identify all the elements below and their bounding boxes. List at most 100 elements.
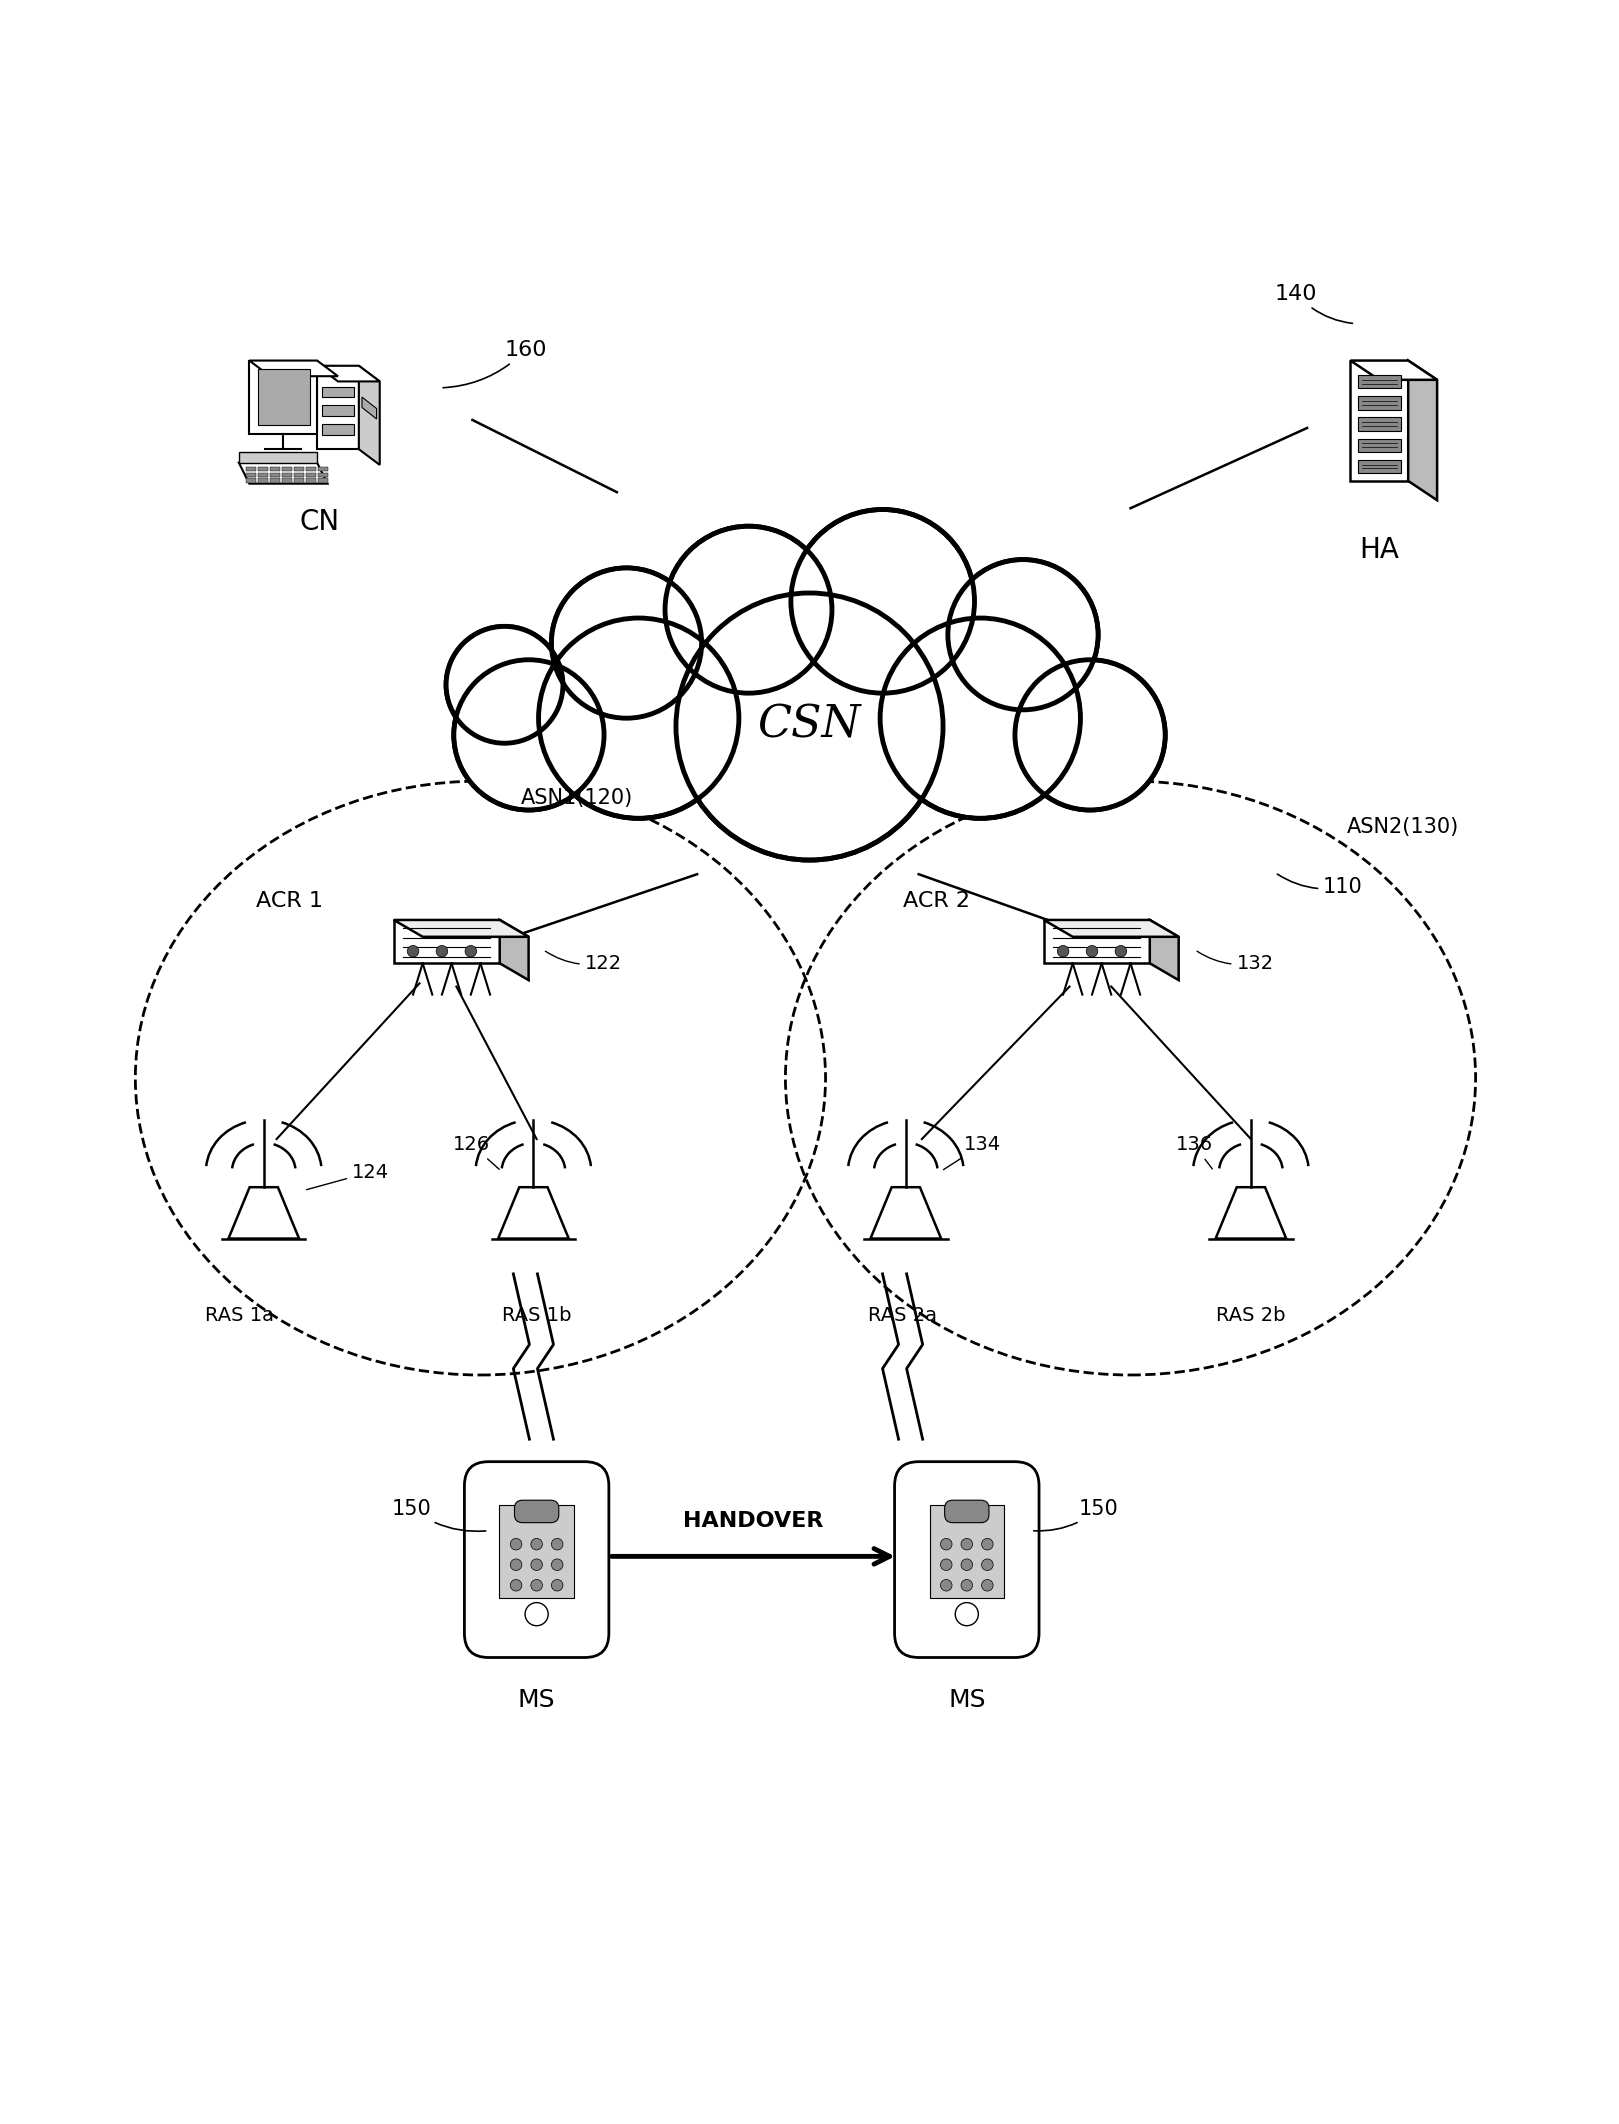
FancyBboxPatch shape xyxy=(499,1506,573,1597)
Polygon shape xyxy=(240,463,327,484)
Text: RAS 1b: RAS 1b xyxy=(502,1306,572,1325)
Circle shape xyxy=(680,597,939,856)
Polygon shape xyxy=(1358,459,1400,474)
FancyBboxPatch shape xyxy=(515,1500,559,1523)
Text: 140: 140 xyxy=(1276,285,1352,323)
Text: 124: 124 xyxy=(306,1162,389,1189)
Text: 160: 160 xyxy=(444,340,547,389)
Circle shape xyxy=(790,510,975,692)
Polygon shape xyxy=(1358,376,1400,389)
Polygon shape xyxy=(282,467,291,472)
Polygon shape xyxy=(270,467,280,472)
FancyBboxPatch shape xyxy=(895,1461,1039,1657)
Polygon shape xyxy=(1044,920,1179,937)
Polygon shape xyxy=(1149,920,1179,979)
Polygon shape xyxy=(1358,438,1400,452)
Polygon shape xyxy=(270,474,280,478)
Text: 136: 136 xyxy=(1175,1136,1213,1168)
Polygon shape xyxy=(295,478,304,482)
Circle shape xyxy=(554,569,699,716)
Polygon shape xyxy=(295,474,304,478)
Polygon shape xyxy=(319,478,327,482)
Text: 150: 150 xyxy=(1035,1500,1119,1531)
Text: 122: 122 xyxy=(546,952,622,973)
Circle shape xyxy=(1015,661,1166,809)
Polygon shape xyxy=(1044,920,1149,964)
Circle shape xyxy=(941,1580,952,1591)
Polygon shape xyxy=(393,920,500,964)
Polygon shape xyxy=(500,920,529,979)
Polygon shape xyxy=(240,452,317,463)
Circle shape xyxy=(525,1604,549,1625)
Text: MS: MS xyxy=(949,1689,986,1712)
Text: RAS 2b: RAS 2b xyxy=(1216,1306,1285,1325)
Text: 126: 126 xyxy=(453,1136,499,1170)
Circle shape xyxy=(793,512,971,690)
Circle shape xyxy=(552,567,701,718)
Circle shape xyxy=(1086,945,1098,958)
FancyBboxPatch shape xyxy=(929,1506,1004,1597)
Text: 134: 134 xyxy=(944,1136,1001,1170)
Text: CSN: CSN xyxy=(758,703,861,746)
Polygon shape xyxy=(322,425,353,435)
Circle shape xyxy=(539,618,738,818)
Polygon shape xyxy=(282,474,291,478)
Text: RAS 1a: RAS 1a xyxy=(206,1306,274,1325)
Circle shape xyxy=(665,527,832,692)
Text: ACR 2: ACR 2 xyxy=(903,892,970,911)
Polygon shape xyxy=(306,478,316,482)
Polygon shape xyxy=(246,478,256,482)
Circle shape xyxy=(436,945,448,958)
Circle shape xyxy=(941,1559,952,1570)
Circle shape xyxy=(531,1538,542,1551)
Circle shape xyxy=(962,1580,973,1591)
Circle shape xyxy=(465,945,476,958)
Circle shape xyxy=(447,627,563,743)
Circle shape xyxy=(552,1559,563,1570)
Text: ASN2(130): ASN2(130) xyxy=(1347,818,1459,837)
Polygon shape xyxy=(363,397,377,418)
Polygon shape xyxy=(249,361,338,376)
Text: HANDOVER: HANDOVER xyxy=(683,1510,824,1531)
Circle shape xyxy=(950,563,1096,707)
Polygon shape xyxy=(295,467,304,472)
Polygon shape xyxy=(1409,361,1438,501)
Polygon shape xyxy=(317,365,380,382)
Polygon shape xyxy=(306,467,316,472)
Polygon shape xyxy=(246,474,256,478)
Polygon shape xyxy=(322,387,353,397)
Circle shape xyxy=(448,629,562,741)
Circle shape xyxy=(881,618,1080,818)
Text: HA: HA xyxy=(1360,535,1399,563)
Polygon shape xyxy=(871,1187,941,1238)
FancyBboxPatch shape xyxy=(465,1461,609,1657)
Circle shape xyxy=(531,1559,542,1570)
Circle shape xyxy=(510,1538,521,1551)
Polygon shape xyxy=(1350,361,1409,480)
Polygon shape xyxy=(322,406,353,416)
Text: 150: 150 xyxy=(392,1500,486,1531)
Circle shape xyxy=(510,1580,521,1591)
Polygon shape xyxy=(499,1187,568,1238)
Circle shape xyxy=(453,661,604,809)
Circle shape xyxy=(941,1538,952,1551)
Circle shape xyxy=(955,1604,978,1625)
Polygon shape xyxy=(257,370,309,425)
Text: MS: MS xyxy=(518,1689,555,1712)
Text: 132: 132 xyxy=(1196,952,1274,973)
Polygon shape xyxy=(306,474,316,478)
Circle shape xyxy=(457,663,602,807)
Text: ACR 1: ACR 1 xyxy=(256,892,322,911)
Circle shape xyxy=(1057,945,1069,958)
Polygon shape xyxy=(246,467,256,472)
Circle shape xyxy=(552,1580,563,1591)
Polygon shape xyxy=(270,478,280,482)
Circle shape xyxy=(962,1538,973,1551)
Circle shape xyxy=(542,620,737,816)
Circle shape xyxy=(408,945,419,958)
Circle shape xyxy=(981,1538,992,1551)
Circle shape xyxy=(552,1538,563,1551)
Circle shape xyxy=(677,593,942,860)
Circle shape xyxy=(981,1559,992,1570)
Polygon shape xyxy=(317,365,359,450)
